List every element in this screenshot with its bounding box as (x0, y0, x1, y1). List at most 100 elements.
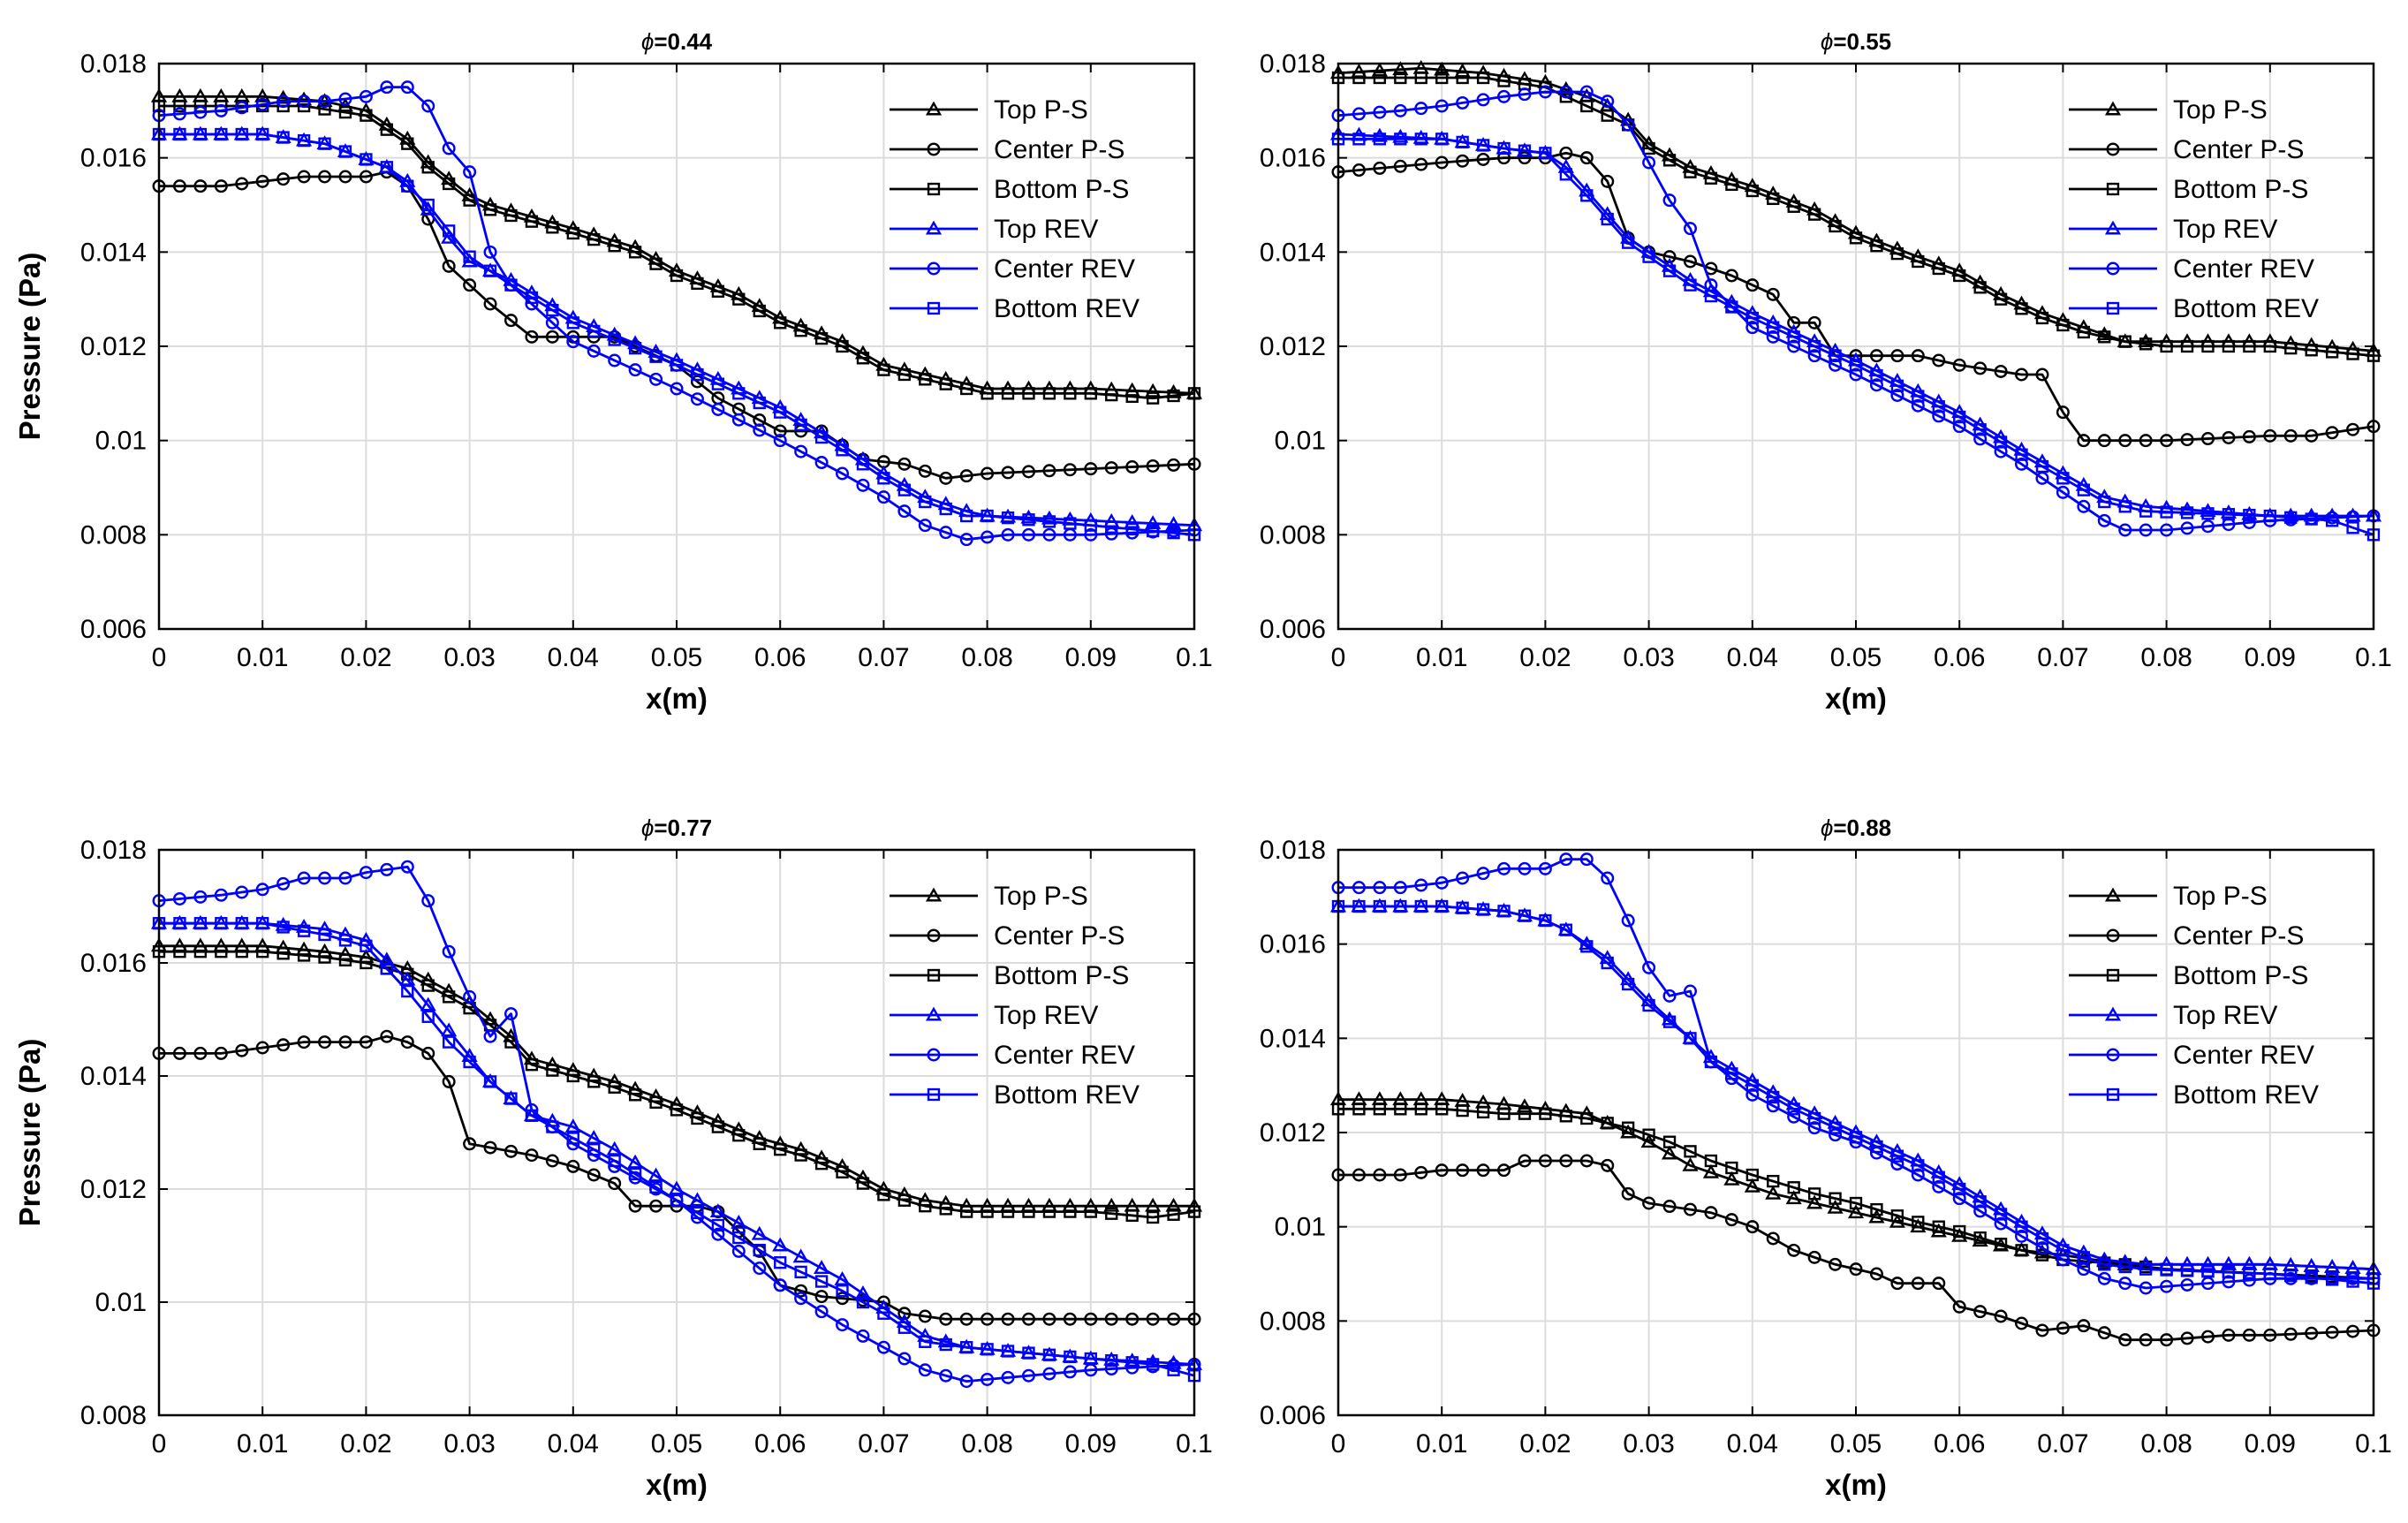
square-marker (193, 127, 208, 141)
x-tick-label: 0.03 (1623, 1429, 1674, 1459)
circle-marker (1456, 95, 1470, 110)
circle-marker (235, 885, 249, 899)
circle-marker (773, 1278, 787, 1292)
x-axis-label: x(m) (1825, 682, 1887, 715)
square-marker (525, 291, 539, 305)
circle-marker (2242, 1328, 2256, 1342)
x-tick-label: 0.02 (340, 643, 391, 672)
square-marker (1787, 200, 1800, 213)
square-marker (1497, 74, 1511, 87)
circle-marker (1704, 1206, 1718, 1220)
circle-marker (1146, 458, 1160, 473)
circle-marker (1579, 85, 1594, 99)
circle-marker (1890, 349, 1904, 363)
square-marker (1829, 1192, 1842, 1205)
circle-marker (2200, 1330, 2215, 1344)
circle-marker (1063, 1365, 1077, 1379)
circle-marker (1559, 146, 1573, 160)
circle-marker (1745, 278, 1760, 292)
square-marker (276, 921, 290, 934)
circle-marker (318, 170, 332, 184)
circle-marker (2180, 1277, 2194, 1292)
circle-marker (1766, 1099, 1780, 1113)
x-tick-label: 0.08 (961, 1429, 1012, 1459)
circle-marker (1579, 852, 1594, 867)
circle-marker (981, 466, 995, 481)
circle-marker (1393, 881, 1407, 895)
triangle-marker (1847, 1204, 1865, 1219)
triangle-marker (1806, 1194, 1823, 1209)
circle-marker (1414, 1165, 1428, 1179)
series-line (159, 133, 1195, 536)
circle-marker (463, 165, 477, 179)
circle-marker (1042, 464, 1056, 478)
circle-marker (504, 1007, 518, 1021)
square-marker (297, 924, 311, 937)
circle-marker (794, 1292, 808, 1306)
square-marker (318, 951, 331, 964)
square-marker (711, 1120, 725, 1133)
legend-label: Center P-S (994, 135, 1124, 164)
circle-marker (1167, 458, 1181, 472)
circle-marker (2160, 523, 2174, 537)
square-marker (732, 1231, 746, 1245)
square-marker (1042, 515, 1056, 528)
circle-marker (380, 862, 394, 876)
circle-marker (2118, 1333, 2132, 1347)
square-marker (1642, 250, 1655, 263)
circle-marker (2180, 521, 2194, 535)
circle-marker (235, 177, 249, 191)
circle-marker (525, 330, 539, 344)
triangle-marker (1930, 1223, 1947, 1238)
panel-title: ϕ=0.55 (1821, 28, 1891, 55)
series-center-p-s (1331, 1154, 2381, 1347)
circle-marker (2160, 434, 2174, 448)
circle-marker (1911, 1168, 1925, 1182)
circle-marker (1621, 117, 1635, 132)
circle-marker (1766, 330, 1780, 344)
square-marker (2077, 1251, 2090, 1264)
square-marker (2015, 448, 2028, 461)
circle-marker (566, 1159, 580, 1173)
triangle-marker (1165, 1354, 1182, 1369)
circle-marker (1869, 378, 1883, 392)
legend-square-marker (2106, 968, 2120, 982)
y-tick-label: 0.01 (95, 427, 147, 456)
series-line (1338, 137, 2374, 536)
triangle-marker (668, 1180, 685, 1195)
square-marker (1829, 349, 1842, 362)
circle-marker (1724, 1213, 1738, 1227)
circle-marker (359, 89, 373, 103)
square-marker (919, 495, 932, 509)
circle-marker (981, 1372, 995, 1386)
y-tick-label: 0.006 (1260, 615, 1326, 644)
circle-marker (235, 101, 249, 115)
circle-marker (338, 871, 352, 885)
square-marker (2201, 339, 2215, 353)
square-marker (483, 203, 497, 216)
square-marker (670, 1193, 684, 1207)
y-tick-label: 0.014 (80, 1062, 147, 1091)
x-tick-label: 0.03 (443, 1429, 495, 1459)
circle-marker (2160, 1333, 2174, 1347)
circle-marker (463, 278, 477, 292)
y-tick-label: 0.008 (80, 1401, 147, 1430)
square-marker (1125, 522, 1139, 536)
circle-marker (2305, 428, 2319, 443)
circle-marker (1104, 1362, 1118, 1376)
legend-label: Top P-S (994, 95, 1088, 125)
square-marker (1973, 1195, 1987, 1209)
triangle-marker (2138, 333, 2154, 348)
circle-marker (649, 1199, 663, 1213)
circle-marker (773, 424, 787, 438)
triangle-marker (1371, 127, 1388, 142)
square-marker (2284, 1269, 2298, 1283)
square-marker (1476, 71, 1490, 85)
square-marker (2098, 330, 2111, 344)
triangle-marker (399, 971, 416, 986)
square-marker (1022, 1205, 1035, 1218)
x-tick-label: 0.05 (651, 1429, 702, 1459)
square-marker (1870, 1140, 1883, 1154)
circle-marker (276, 95, 291, 109)
square-marker (732, 1129, 746, 1142)
